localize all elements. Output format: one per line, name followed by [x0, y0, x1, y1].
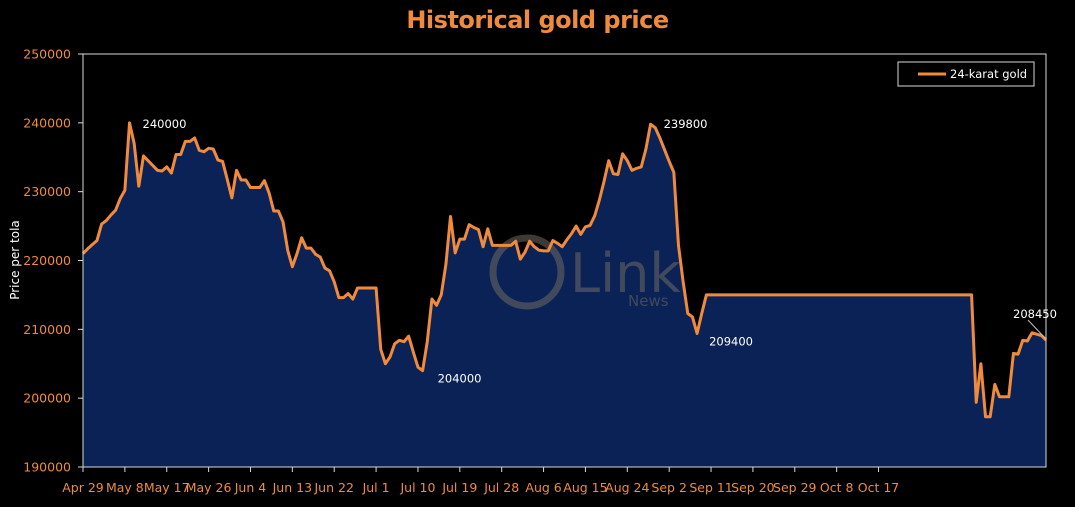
- x-tick-label: Sep 29: [773, 480, 816, 495]
- data-label: 239800: [664, 117, 708, 131]
- x-tick-label: Aug 15: [563, 480, 607, 495]
- watermark-logo-icon: [489, 234, 565, 310]
- x-tick-label: Sep 11: [689, 480, 732, 495]
- area-fill: [83, 122, 1046, 467]
- y-tick-label: 200000: [23, 391, 71, 406]
- watermark-text: Link: [570, 242, 681, 305]
- data-label: 204000: [438, 372, 482, 386]
- x-tick-label: Aug 24: [605, 480, 649, 495]
- legend: 24-karat gold: [897, 61, 1035, 87]
- x-tick-label: Sep 20: [731, 480, 774, 495]
- y-tick-labels: 190000 200000 210000 220000 230000 240000 2500…: [23, 47, 83, 475]
- legend-entry-label: 24-karat gold: [950, 67, 1027, 81]
- y-tick-label: 250000: [23, 47, 71, 62]
- series-line-layer: [81, 121, 1048, 419]
- data-label: 209400: [709, 334, 753, 348]
- x-tick-label: Oct 8: [820, 480, 854, 495]
- y-tick-label: 240000: [23, 115, 71, 130]
- x-tick-label: Aug 6: [525, 480, 561, 495]
- x-tick-label: Jun 13: [272, 480, 312, 495]
- x-tick-label: May 8: [106, 480, 144, 495]
- watermark-subtext: News: [628, 292, 669, 310]
- data-label-leader-line: [1027, 319, 1046, 339]
- x-tick-label: Jul 1: [362, 480, 390, 495]
- data-label: 208450: [1013, 307, 1057, 321]
- y-tick-label: 210000: [23, 322, 71, 337]
- chart-title: Historical gold price: [406, 6, 669, 34]
- x-tick-label: Jul 28: [483, 480, 519, 495]
- y-axis-label: Price per tola: [8, 220, 22, 300]
- x-tick-label: Oct 17: [858, 480, 900, 495]
- series-line-24-karat-gold: [81, 121, 1048, 419]
- data-label: 240000: [143, 117, 187, 131]
- y-tick-label: 190000: [23, 460, 71, 475]
- x-tick-label: Jun 22: [314, 480, 354, 495]
- area-fill-layer: [83, 122, 1046, 467]
- y-tick-label: 230000: [23, 184, 71, 199]
- x-tick-label: Jun 4: [234, 480, 267, 495]
- data-labels: 240000 204000 239800 209400 208450: [143, 117, 1057, 386]
- x-tick-label: May 26: [186, 480, 232, 495]
- x-tick-label: Jul 19: [441, 480, 477, 495]
- x-tick-label: Jul 10: [399, 480, 435, 495]
- x-tick-label: Apr 29: [62, 480, 104, 495]
- x-tick-label: Sep 2: [651, 480, 687, 495]
- x-tick-label: May 17: [144, 480, 190, 495]
- y-tick-label: 220000: [23, 253, 71, 268]
